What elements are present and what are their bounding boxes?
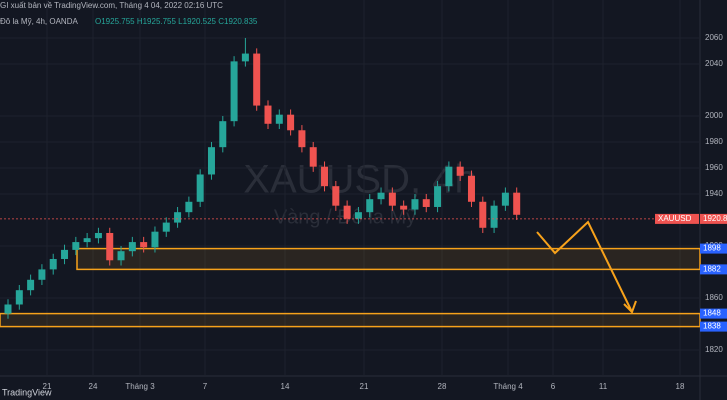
zone-bottom-tag xyxy=(700,321,727,332)
arrow-head xyxy=(623,300,637,314)
y-tick-label: 1940 xyxy=(705,189,723,198)
price-label: 1920.835 xyxy=(703,214,727,223)
candle-body xyxy=(140,242,148,248)
candle-body xyxy=(490,205,498,228)
x-tick-label: 18 xyxy=(676,382,685,391)
candle-body xyxy=(162,222,170,232)
x-tick-label: 11 xyxy=(599,382,608,391)
candle-body xyxy=(185,201,193,213)
candle-body xyxy=(366,199,374,213)
candle-body xyxy=(83,238,91,243)
y-tick-label: 1860 xyxy=(705,293,723,302)
y-tick-label: 2060 xyxy=(705,33,723,42)
zone xyxy=(76,247,701,271)
price-tag xyxy=(700,213,727,224)
brand: TradingView xyxy=(2,387,52,397)
candle-body xyxy=(275,114,283,124)
candle-body xyxy=(61,249,69,259)
candle-body xyxy=(332,186,340,206)
zone-bottom-label: 1882 xyxy=(703,264,721,273)
symbol-label: XAUUSD xyxy=(658,214,692,223)
candle-body xyxy=(400,205,408,210)
x-tick-label: 6 xyxy=(551,382,556,391)
candle-body xyxy=(321,166,329,187)
candle-body xyxy=(287,114,295,131)
x-tick-label: 21 xyxy=(43,382,52,391)
candle-body xyxy=(456,166,464,176)
candle-body xyxy=(15,290,23,305)
y-tick-label: 2040 xyxy=(705,59,723,68)
candle-body xyxy=(467,175,475,202)
candle-body xyxy=(38,269,46,280)
publisher: GI xuất bản về TradingView.com, Tháng 4 … xyxy=(0,1,223,10)
candle-body xyxy=(230,61,238,122)
candle-body xyxy=(354,212,362,219)
ohlc: O1925.755 H1925.755 L1920.525 C1920.835 xyxy=(95,17,258,26)
candle-body xyxy=(27,279,35,291)
symbol-tag xyxy=(655,213,699,224)
x-tick-label: 28 xyxy=(438,382,447,391)
zone xyxy=(0,312,701,328)
x-tick-label: 21 xyxy=(360,382,369,391)
candle-body xyxy=(174,212,182,223)
zone-bottom-label: 1838 xyxy=(703,322,721,331)
candle-body xyxy=(219,121,227,148)
candle-body xyxy=(411,199,419,210)
candle-body xyxy=(388,192,396,206)
zone-bottom-tag xyxy=(700,264,727,275)
candle-body xyxy=(264,105,272,124)
candle-body xyxy=(196,174,204,202)
candle-body xyxy=(94,232,102,239)
x-tick-label: Tháng 4 xyxy=(493,382,523,391)
y-tick-label: 1980 xyxy=(705,137,723,146)
candle-body xyxy=(151,231,159,248)
candle-body xyxy=(117,251,125,261)
candle-body xyxy=(106,232,114,261)
candle-body xyxy=(241,53,249,62)
candle-body xyxy=(298,130,306,148)
zone-top-tag xyxy=(700,243,727,254)
zone-top-label: 1848 xyxy=(703,309,721,318)
candle-body xyxy=(4,304,12,314)
candle-body xyxy=(501,192,509,206)
candle-body xyxy=(434,186,442,207)
candle-body xyxy=(343,205,351,219)
x-tick-label: 7 xyxy=(203,382,208,391)
candle-body xyxy=(377,192,385,200)
candle-body xyxy=(513,192,521,215)
candle-body xyxy=(422,199,430,207)
zone-top-tag xyxy=(700,308,727,319)
candle-body xyxy=(207,147,215,175)
candle-body xyxy=(479,201,487,228)
candle-body xyxy=(128,242,136,252)
y-tick-label: 2000 xyxy=(705,111,723,120)
zone-top-label: 1898 xyxy=(703,244,721,253)
candle-body xyxy=(309,147,317,167)
x-tick-label: 24 xyxy=(89,382,98,391)
x-tick-label: Tháng 3 xyxy=(125,382,155,391)
y-tick-label: 1960 xyxy=(705,163,723,172)
forecast-arrow xyxy=(536,220,633,313)
candle-body xyxy=(72,242,80,250)
x-tick-label: 14 xyxy=(281,382,290,391)
chart-title: Đô la Mỹ, 4h, OANDA xyxy=(0,17,78,26)
y-tick-label: 1820 xyxy=(705,345,723,354)
candle-body xyxy=(445,166,453,187)
candle-body xyxy=(253,53,261,106)
candle-body xyxy=(49,258,57,270)
